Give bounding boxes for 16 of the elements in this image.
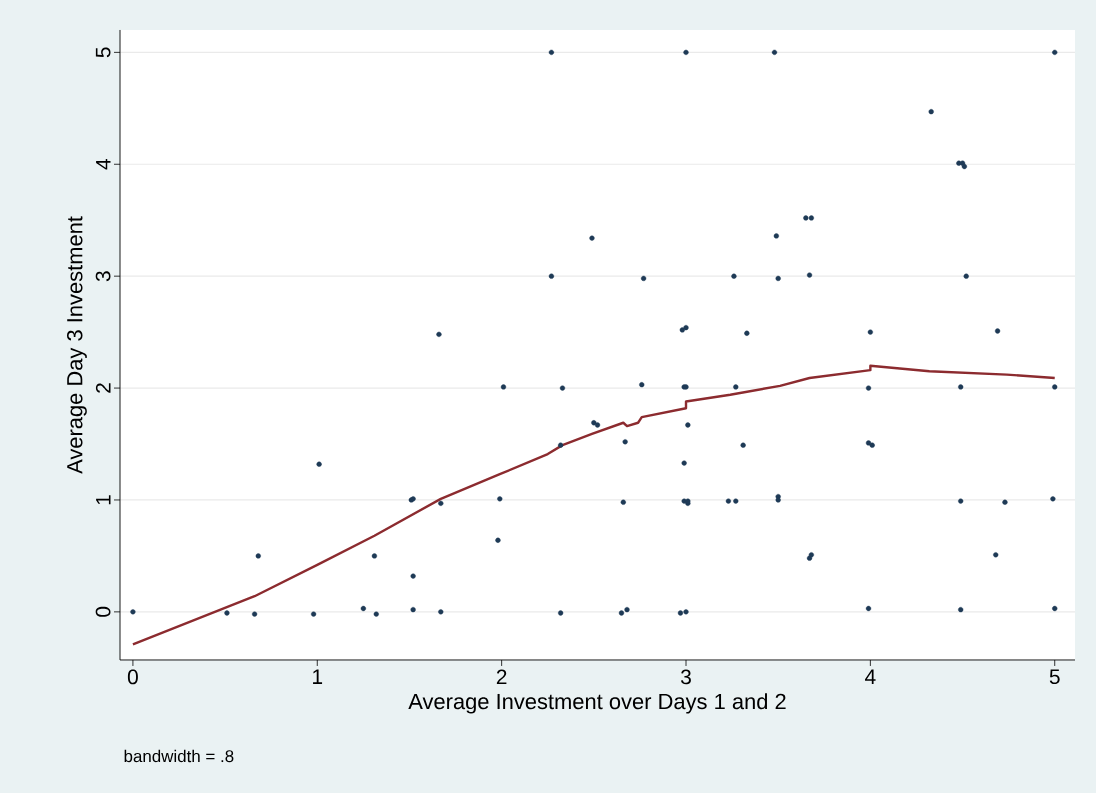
- x-tick-label: 2: [496, 669, 507, 685]
- x-tick-label: 0: [127, 669, 138, 685]
- x-tick-label: 4: [865, 669, 876, 684]
- line-series: [131, 364, 1056, 646]
- x-tick-label: 5: [1049, 669, 1060, 685]
- x-axis-title: Average Investment over Days 1 and 2: [408, 693, 786, 714]
- y-axis-title: Average Day 3 Investment: [66, 216, 87, 474]
- y-tick-label: 1: [96, 495, 111, 505]
- x-tick-label: 1: [313, 669, 323, 684]
- y-tick-label: 3: [95, 271, 111, 282]
- y-tick-label: 5: [95, 47, 111, 58]
- y-tick-label: 4: [96, 159, 111, 170]
- text: bandwidth = .8: [124, 749, 234, 763]
- y-tick-label: 2: [95, 383, 111, 393]
- x-tick-label: 3: [680, 669, 691, 685]
- y-tick-label: 0: [95, 606, 111, 617]
